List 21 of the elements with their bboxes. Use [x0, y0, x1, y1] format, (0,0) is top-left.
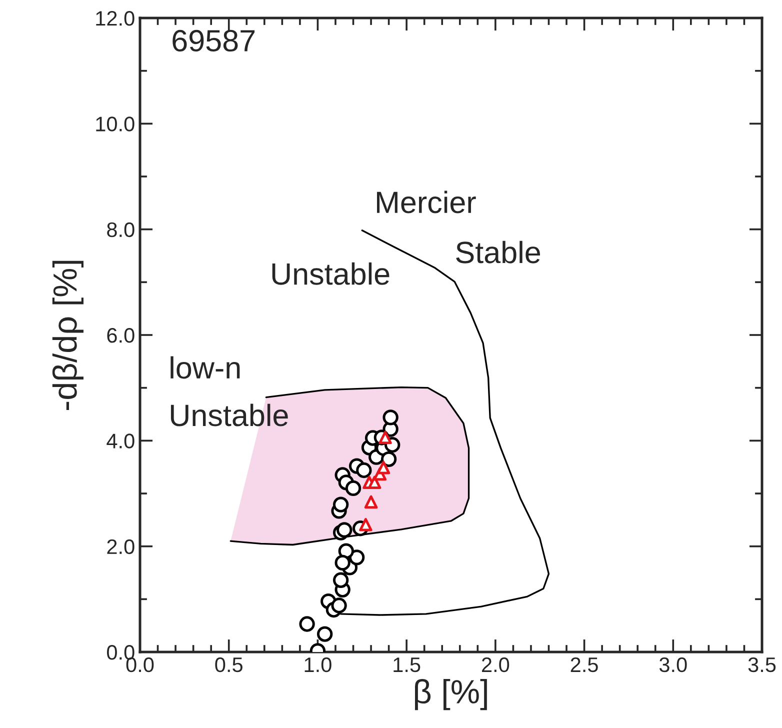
y-tick-label: 6.0 — [107, 328, 134, 343]
annotation: Stable — [456, 240, 540, 264]
y-tick-label: 8.0 — [107, 222, 134, 238]
y-tick-label: 4.0 — [106, 434, 134, 448]
x-tick-label: 3.5 — [748, 657, 776, 672]
annotation: Unstable — [170, 404, 288, 426]
x-tick-label: 2.5 — [570, 657, 598, 672]
y-axis-title: -dβ/dρ [%] — [52, 260, 84, 410]
x-tick-label: 0.5 — [215, 657, 242, 672]
y-tick-label: 12.0 — [96, 11, 134, 26]
y-tick-label: 10.0 — [96, 116, 134, 132]
x-tick-label: 3.0 — [659, 657, 687, 672]
annotation: low-n — [170, 356, 240, 379]
x-tick-label: 2.0 — [482, 657, 510, 672]
x-tick-label: 1.0 — [304, 657, 332, 672]
x-axis-title: β [%] — [415, 679, 487, 710]
annotation: Mercier — [377, 190, 476, 214]
y-tick-label: 2.0 — [107, 539, 134, 554]
annotation: 69587 — [172, 30, 255, 52]
x-tick-label: 1.5 — [394, 658, 420, 672]
annotation: Unstable — [272, 262, 390, 285]
